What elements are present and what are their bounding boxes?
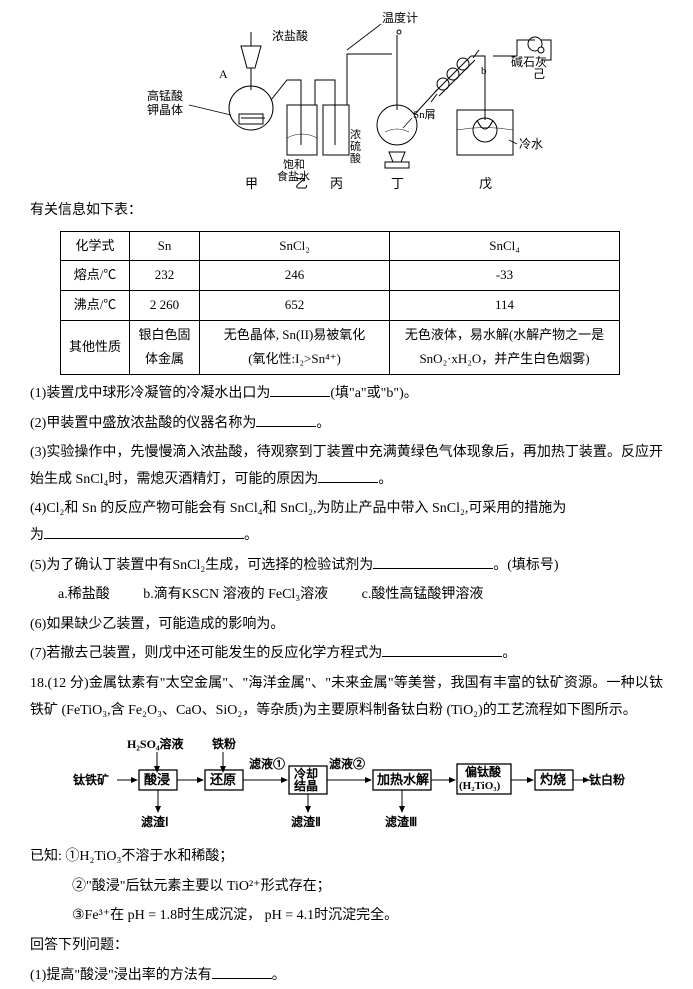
table-intro: 有关信息如下表：	[30, 198, 663, 225]
svg-text:浓: 浓	[350, 128, 361, 141]
svg-text:酸浸: 酸浸	[144, 772, 170, 787]
svg-text:滤渣Ⅲ: 滤渣Ⅲ	[385, 814, 417, 829]
cold-water-label: 冷水	[519, 137, 543, 151]
q1: (1)装置戊中球形冷凝管的冷凝水出口为(填"a"或"b")。	[30, 381, 663, 408]
svg-text:(H₂TiO₃): (H₂TiO₃)	[459, 780, 501, 792]
jia-label: 甲	[245, 176, 258, 190]
a-label: A	[219, 67, 228, 81]
svg-text:硫: 硫	[350, 139, 361, 153]
q2: (2)甲装置中盛放浓盐酸的仪器名称为。	[30, 411, 663, 438]
svg-text:滤液①: 滤液①	[249, 756, 285, 771]
known-1: 已知: ①H₂TiO₃不溶于水和稀酸；	[30, 844, 663, 871]
apparatus-svg: 温度计 浓盐酸 高锰酸 钾晶体 A 饱和 食盐水 浓 硫	[137, 10, 557, 190]
svg-text:滤渣Ⅱ: 滤渣Ⅱ	[291, 814, 321, 829]
conc-hcl-label: 浓盐酸	[272, 28, 308, 43]
nacl-label-1: 饱和	[283, 157, 305, 171]
q6: (6)如果缺少乙装置，可能造成的影响为。	[30, 612, 663, 639]
th-sncl4: SnCl₄	[390, 231, 620, 261]
svg-text:还原: 还原	[209, 772, 236, 787]
svg-text:结晶: 结晶	[294, 778, 318, 793]
opt-b: b.滴有KSCN 溶液的 FeCl₃溶液	[143, 587, 328, 602]
th-sn: Sn	[130, 231, 200, 261]
table-row: 熔点/℃ 232 246 -33	[61, 261, 620, 291]
b-label: b	[481, 65, 487, 77]
apparatus-diagram: 温度计 浓盐酸 高锰酸 钾晶体 A 饱和 食盐水 浓 硫	[30, 10, 663, 190]
svg-text:滤液②: 滤液②	[329, 756, 365, 771]
svg-text:H₂SO₄溶液: H₂SO₄溶液	[127, 736, 184, 751]
thermometer-label: 温度计	[382, 10, 418, 25]
ji-label: 己	[533, 67, 545, 81]
kmno4-label-2: 钾晶体	[147, 103, 183, 117]
th-sncl2: SnCl₂	[200, 231, 390, 261]
q5: (5)为了确认丁装置中有SnCl₂生成，可选择的检验试剂为。(填标号)	[30, 553, 663, 580]
svg-text:酸: 酸	[350, 151, 361, 165]
known-3: ③Fe³⁺在 pH = 1.8时生成沉淀， pH = 4.1时沉淀完全。	[30, 903, 663, 930]
svg-text:钛白粉: 钛白粉	[589, 772, 625, 787]
q4: (4)Cl₂和 Sn 的反应产物可能会有 SnCl₄和 SnCl₂,为防止产品中…	[30, 496, 663, 549]
table-row: 沸点/℃ 2 260 652 114	[61, 290, 620, 320]
q18-head: 18.(12 分)金属钛素有"太空金属"、"海洋金属"、"未来金属"等美誉，我国…	[30, 671, 663, 724]
yi-label: 乙	[295, 176, 308, 190]
opt-a: a.稀盐酸	[58, 587, 110, 602]
th-formula: 化学式	[61, 231, 130, 261]
svg-text:铁粉: 铁粉	[212, 736, 236, 751]
flow-svg: H₂SO₄溶液 铁粉 钛铁矿 酸浸 滤渣Ⅰ 还原 滤液① 冷却 结晶 滤渣Ⅱ 滤…	[67, 734, 627, 834]
bing-label: 丙	[330, 176, 343, 190]
q3: (3)实验操作中，先慢慢滴入浓盐酸，待观察到丁装置中充满黄绿色气体现象后，再加热…	[30, 440, 663, 493]
q7: (7)若撤去己装置，则戊中还可能发生的反应化学方程式为。	[30, 641, 663, 668]
known-2: ②"酸浸"后钛元素主要以 TiO²⁺形式存在；	[30, 874, 663, 901]
sn-label: Sn屑	[413, 108, 436, 121]
kmno4-label-1: 高锰酸	[147, 88, 183, 103]
q5-options: a.稀盐酸 b.滴有KSCN 溶液的 FeCl₃溶液 c.酸性高锰酸钾溶液	[58, 582, 663, 609]
wu-label: 戊	[479, 176, 492, 190]
svg-text:钛铁矿: 钛铁矿	[73, 772, 109, 787]
sub-q1: (1)提高"酸浸"浸出率的方法有。	[30, 963, 663, 989]
svg-text:灼烧: 灼烧	[540, 772, 566, 787]
info-table: 化学式 Sn SnCl₂ SnCl₄ 熔点/℃ 232 246 -33 沸点/℃…	[60, 231, 620, 375]
svg-text:加热水解: 加热水解	[376, 772, 429, 787]
opt-c: c.酸性高锰酸钾溶液	[362, 587, 484, 602]
process-flow-diagram: H₂SO₄溶液 铁粉 钛铁矿 酸浸 滤渣Ⅰ 还原 滤液① 冷却 结晶 滤渣Ⅱ 滤…	[30, 734, 663, 834]
ding-label: 丁	[391, 176, 404, 190]
svg-text:偏钛酸: 偏钛酸	[465, 764, 502, 779]
svg-text:滤渣Ⅰ: 滤渣Ⅰ	[141, 814, 169, 829]
answer-head: 回答下列问题：	[30, 933, 663, 960]
table-row: 其他性质 银白色固 体金属 无色晶体, Sn(II)易被氧化 (氧化性:I₂>S…	[61, 320, 620, 374]
